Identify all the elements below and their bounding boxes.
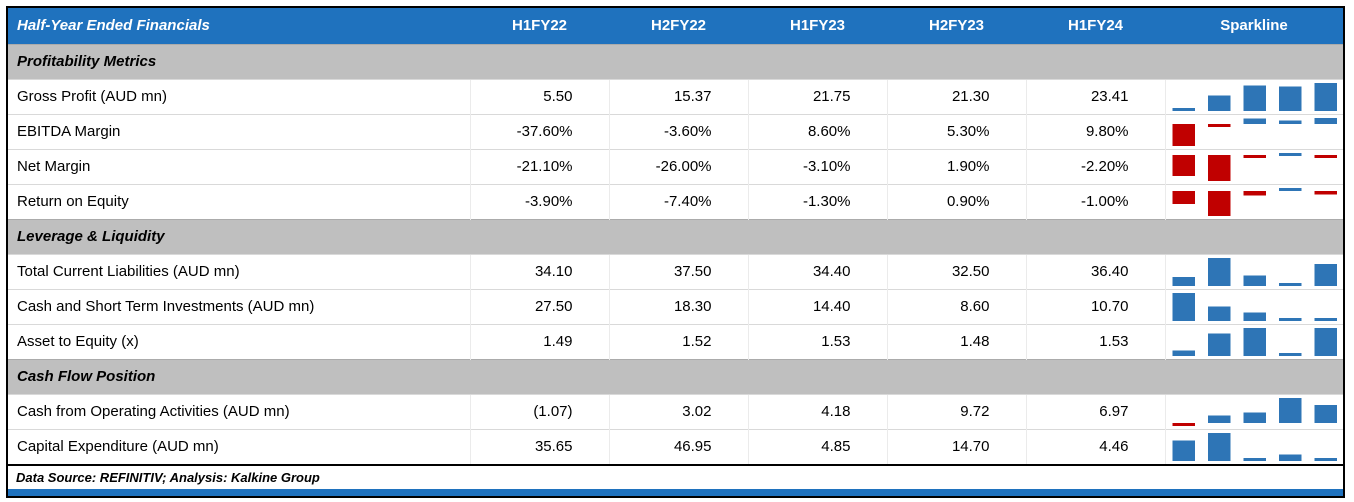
sparkline-chart [1166, 325, 1344, 359]
metric-label: Return on Equity [8, 183, 470, 219]
financials-table: Half-Year Ended Financials H1FY22 H2FY22… [8, 8, 1343, 464]
cell-value: 37.50 [608, 253, 748, 289]
cell-value: 1.49 [469, 323, 609, 359]
sparkline-chart [1166, 150, 1344, 184]
cell-value: 1.48 [886, 323, 1026, 359]
cell-value: 1.90% [886, 148, 1026, 184]
bottom-accent-bar [8, 488, 1343, 496]
cell-value: 9.80% [1025, 113, 1165, 149]
cell-value: -7.40% [608, 183, 748, 219]
row-cash-and-short-term-investments: Cash and Short Term Investments (AUD mn)… [8, 288, 1344, 324]
table-header-row: Half-Year Ended Financials H1FY22 H2FY22… [8, 8, 1343, 44]
row-asset-to-equity: Asset to Equity (x) 1.49 1.52 1.53 1.48 … [8, 323, 1344, 359]
cell-value: -1.30% [747, 183, 887, 219]
cell-value: 15.37 [608, 78, 748, 114]
metric-label: EBITDA Margin [8, 113, 470, 149]
cell-value: -37.60% [469, 113, 609, 149]
metric-label: Asset to Equity (x) [8, 323, 470, 359]
row-cash-from-operating-activities: Cash from Operating Activities (AUD mn) … [8, 393, 1344, 429]
metric-label: Cash and Short Term Investments (AUD mn) [8, 288, 470, 324]
cell-value: 4.46 [1025, 428, 1165, 464]
row-net-margin: Net Margin -21.10% -26.00% -3.10% 1.90% … [8, 148, 1344, 184]
source-note: Data Source: REFINITIV; Analysis: Kalkin… [16, 469, 320, 485]
row-total-current-liabilities: Total Current Liabilities (AUD mn) 34.10… [8, 253, 1344, 289]
cell-value: 23.41 [1025, 78, 1165, 114]
column-header-h2fy23: H2FY23 [928, 17, 985, 35]
metric-label: Total Current Liabilities (AUD mn) [8, 253, 470, 289]
metric-label: Net Margin [8, 148, 470, 184]
row-ebitda-margin: EBITDA Margin -37.60% -3.60% 8.60% 5.30%… [8, 113, 1344, 149]
row-return-on-equity: Return on Equity -3.90% -7.40% -1.30% 0.… [8, 183, 1344, 219]
cell-value: -21.10% [469, 148, 609, 184]
cell-value: 14.70 [886, 428, 1026, 464]
cell-value: 8.60 [886, 288, 1026, 324]
sparkline-chart [1166, 80, 1344, 114]
sparkline-chart [1166, 255, 1344, 289]
cell-value: 21.30 [886, 78, 1026, 114]
cell-value: 18.30 [608, 288, 748, 324]
cell-value: 6.97 [1025, 393, 1165, 429]
sparkline-chart [1166, 185, 1344, 219]
section-label: Profitability Metrics [8, 43, 1343, 79]
cell-value: 1.52 [608, 323, 748, 359]
cell-value: -3.60% [608, 113, 748, 149]
column-header-h1fy24: H1FY24 [1067, 17, 1124, 35]
metric-label: Gross Profit (AUD mn) [8, 78, 470, 114]
cell-value: 8.60% [747, 113, 887, 149]
cell-value: 27.50 [469, 288, 609, 324]
section-leverage-liquidity: Leverage & Liquidity [8, 218, 1343, 254]
cell-value: -3.90% [469, 183, 609, 219]
financials-report-frame: Half-Year Ended Financials H1FY22 H2FY22… [6, 6, 1345, 498]
cell-value: 46.95 [608, 428, 748, 464]
metric-label: Cash from Operating Activities (AUD mn) [8, 393, 470, 429]
cell-value: 1.53 [1025, 323, 1165, 359]
cell-value: 3.02 [608, 393, 748, 429]
source-note-row: Data Source: REFINITIV; Analysis: Kalkin… [8, 464, 1343, 489]
sparkline-chart [1166, 290, 1344, 324]
cell-value: 34.40 [747, 253, 887, 289]
cell-value: 35.65 [469, 428, 609, 464]
metric-label: Capital Expenditure (AUD mn) [8, 428, 470, 464]
cell-value: 21.75 [747, 78, 887, 114]
section-cash-flow-position: Cash Flow Position [8, 358, 1343, 394]
sparkline-chart [1166, 430, 1344, 464]
cell-value: 34.10 [469, 253, 609, 289]
sparkline-chart [1166, 395, 1344, 429]
section-label: Cash Flow Position [8, 358, 1343, 394]
cell-value: 14.40 [747, 288, 887, 324]
column-header-h2fy22: H2FY22 [650, 17, 707, 35]
column-header-sparkline: Sparkline [1220, 17, 1288, 35]
cell-value: 32.50 [886, 253, 1026, 289]
cell-value: -26.00% [608, 148, 748, 184]
column-header-h1fy23: H1FY23 [789, 17, 846, 35]
cell-value: 5.30% [886, 113, 1026, 149]
cell-value: -1.00% [1025, 183, 1165, 219]
sparkline-chart [1166, 115, 1344, 149]
section-label: Leverage & Liquidity [8, 218, 1343, 254]
section-profitability-metrics: Profitability Metrics [8, 43, 1343, 79]
cell-value: 4.18 [747, 393, 887, 429]
cell-value: -3.10% [747, 148, 887, 184]
cell-value: 9.72 [886, 393, 1026, 429]
cell-value: -2.20% [1025, 148, 1165, 184]
cell-value: 0.90% [886, 183, 1026, 219]
cell-value: 4.85 [747, 428, 887, 464]
table-title: Half-Year Ended Financials [17, 17, 210, 35]
cell-value: 10.70 [1025, 288, 1165, 324]
column-header-h1fy22: H1FY22 [511, 17, 568, 35]
cell-value: (1.07) [469, 393, 609, 429]
cell-value: 1.53 [747, 323, 887, 359]
cell-value: 36.40 [1025, 253, 1165, 289]
row-capital-expenditure: Capital Expenditure (AUD mn) 35.65 46.95… [8, 428, 1344, 464]
cell-value: 5.50 [469, 78, 609, 114]
row-gross-profit: Gross Profit (AUD mn) 5.50 15.37 21.75 2… [8, 78, 1344, 114]
